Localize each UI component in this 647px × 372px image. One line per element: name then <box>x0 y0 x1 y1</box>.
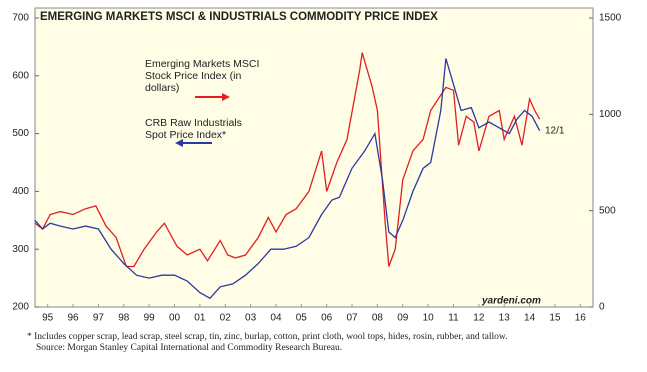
x-tick-label: 00 <box>169 313 181 324</box>
legend-red: Emerging Markets MSCI Stock Price Index … <box>145 58 260 94</box>
legend-text: Emerging Markets MSCI Stock Price Index … <box>145 58 260 94</box>
x-tick-label: 99 <box>144 313 156 324</box>
arrow-head <box>222 93 230 101</box>
x-tick-label: 15 <box>549 313 561 324</box>
x-tick-label: 07 <box>346 313 358 324</box>
plot-area <box>34 7 594 308</box>
x-tick-label: 04 <box>270 313 282 324</box>
x-tick-label: 10 <box>423 313 435 324</box>
y2-tick-label: 0 <box>599 302 605 313</box>
x-tick-label: 96 <box>67 313 79 324</box>
x-tick-label: 11 <box>448 313 459 324</box>
y2-tick-label: 1000 <box>599 109 622 120</box>
y-tick-label: 200 <box>12 302 29 313</box>
legend-blue: CRB Raw Industrials Spot Price Index* <box>145 117 242 141</box>
x-tick-label: 03 <box>245 313 257 324</box>
x-tick-label: 95 <box>42 313 54 324</box>
y-tick-label: 500 <box>12 128 29 139</box>
x-tick-label: 98 <box>118 313 130 324</box>
y-tick-label: 600 <box>12 70 29 81</box>
y-tick-label: 300 <box>12 244 29 255</box>
x-tick-label: 08 <box>372 313 384 324</box>
end-date: 12/1 <box>545 126 565 137</box>
chart-title: EMERGING MARKETS MSCI & INDUSTRIALS COMM… <box>40 11 438 23</box>
y2-tick-label: 1500 <box>599 13 622 24</box>
x-tick-label: 13 <box>499 313 511 324</box>
arrow-head <box>175 139 183 147</box>
y-tick-label: 700 <box>12 13 29 24</box>
footnote: Source: Morgan Stanley Capital Internati… <box>36 343 342 353</box>
footnote: * Includes copper scrap, lead scrap, ste… <box>27 332 507 342</box>
x-tick-label: 06 <box>321 313 333 324</box>
x-tick-label: 05 <box>296 313 308 324</box>
x-tick-label: 16 <box>575 313 587 324</box>
y-tick-label: 400 <box>12 186 29 197</box>
x-tick-label: 14 <box>524 313 536 324</box>
x-tick-label: 01 <box>194 313 206 324</box>
series-line <box>34 52 541 268</box>
legend-arrows <box>175 93 230 147</box>
y2-tick-label: 500 <box>599 205 616 216</box>
x-tick-label: 12 <box>473 313 485 324</box>
series-line <box>34 58 541 300</box>
legend-text: CRB Raw Industrials Spot Price Index* <box>145 117 242 141</box>
x-tick-label: 02 <box>220 313 232 324</box>
x-tick-label: 09 <box>397 313 409 324</box>
source-mark: yardeni.com <box>481 296 541 307</box>
x-tick-label: 97 <box>93 313 105 324</box>
